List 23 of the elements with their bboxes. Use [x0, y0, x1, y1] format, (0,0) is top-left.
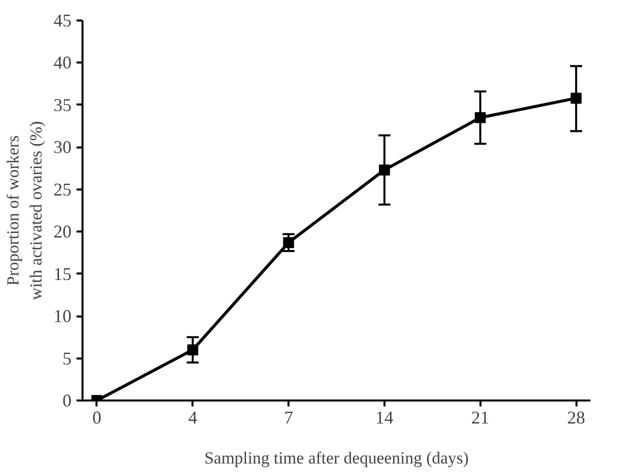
point	[378, 164, 390, 176]
x-tick-label: 14	[375, 408, 394, 428]
point	[570, 92, 582, 104]
point	[474, 112, 486, 124]
y-tick-label: 10	[54, 306, 72, 326]
point	[187, 344, 198, 356]
y-tick-label: 0	[62, 390, 72, 410]
x-tick-label: 21	[471, 408, 490, 428]
y-tick-label: 5	[62, 348, 72, 368]
y-tick-label: 20	[54, 222, 72, 242]
x-tick-label: 0	[92, 408, 102, 428]
y-tick-label: 45	[54, 10, 72, 30]
x-axis-title: Sampling time after dequeening (days)	[204, 448, 469, 468]
x-tick-label: 7	[284, 408, 294, 428]
y-tick-label: 25	[54, 179, 72, 200]
x-tick-label: 4	[188, 408, 198, 428]
y-tick-label: 30	[54, 137, 72, 158]
point	[283, 237, 294, 248]
y-tick-label: 35	[54, 94, 72, 115]
y-tick-label: 40	[54, 52, 72, 73]
x-tick-label: 28	[567, 408, 586, 428]
y-tick-label: 15	[54, 264, 72, 284]
y-axis-title: Proportion of workers with activated ovaries (%)	[4, 121, 46, 300]
